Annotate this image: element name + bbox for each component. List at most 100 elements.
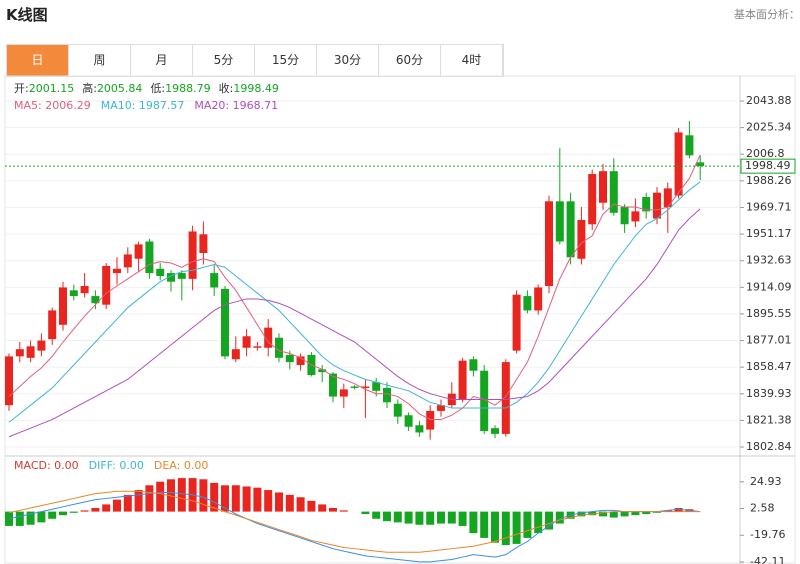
period-tab[interactable]: 30分: [317, 45, 379, 76]
legend-entry: MA5: 2006.29: [14, 99, 91, 112]
candle-body: [123, 254, 132, 268]
candle-body: [296, 356, 305, 365]
y-tick-label: -19.76: [750, 528, 785, 541]
candle-body: [393, 403, 402, 417]
candle-body: [329, 373, 337, 397]
candle-body: [674, 132, 683, 196]
macd-bar: [167, 479, 175, 512]
candle-body: [242, 336, 251, 348]
candle-body: [383, 387, 391, 403]
y-tick-label: 1802.84: [746, 440, 792, 453]
candle-body: [102, 265, 111, 305]
candle-body: [167, 273, 175, 282]
macd-bar: [296, 497, 305, 512]
period-tab[interactable]: 4时: [441, 45, 503, 76]
ohlc-label: 开:: [14, 82, 29, 95]
candle-body: [685, 135, 694, 156]
ohlc-info: 开:2001.15 高:2005.84 低:1988.79 收:1998.49: [14, 81, 279, 95]
candle-body: [545, 201, 553, 287]
legend-entry: MACD: 0.00: [14, 459, 79, 472]
macd-bar: [393, 511, 402, 523]
last-price-label: 1998.49: [745, 159, 791, 172]
candle-body: [458, 360, 467, 400]
candle-body: [653, 192, 661, 219]
candle-body: [37, 340, 46, 351]
fundamental-link[interactable]: 基本面分析：: [734, 8, 800, 21]
period-tab[interactable]: 周: [69, 45, 131, 76]
candle-body: [91, 296, 100, 304]
macd-bar: [534, 511, 543, 534]
candle-body: [480, 370, 489, 432]
candle-body: [415, 425, 424, 433]
macd-bar: [415, 511, 424, 525]
header: K线图 基本面分析：: [0, 0, 800, 30]
macd-bar: [285, 494, 294, 512]
candle-body: [69, 290, 78, 297]
macd-bar: [37, 511, 46, 523]
macd-bar: [177, 478, 186, 512]
ma-line: [8, 208, 701, 438]
period-tab[interactable]: 15分: [255, 45, 317, 76]
macd-bar: [469, 511, 478, 534]
y-tick-label: 1969.71: [746, 200, 792, 213]
period-tabs: 日周月 5分 15分 30分 60分 4时: [6, 44, 504, 77]
candle-body: [512, 294, 521, 351]
candle-body: [113, 268, 121, 274]
period-tab[interactable]: 日: [7, 45, 69, 76]
macd-bar: [329, 508, 337, 512]
candle-body: [156, 268, 165, 276]
y-tick-label: 1951.17: [746, 227, 792, 240]
ma-line: [8, 181, 701, 423]
macd-bar: [69, 511, 78, 513]
macd-bar: [264, 490, 273, 512]
macd-bar: [199, 479, 208, 512]
chart-frame: [4, 75, 796, 564]
candle-body: [609, 171, 618, 213]
period-tab[interactable]: 60分: [379, 45, 441, 76]
candle-body: [210, 273, 219, 288]
legend-entry: DEA: 0.00: [154, 459, 208, 472]
candle-body: [26, 346, 35, 358]
macd-bar: [221, 485, 229, 512]
candle-body: [48, 310, 57, 340]
candle-body: [404, 415, 413, 427]
legend-entry: MA20: 1968.71: [194, 99, 278, 112]
y-tick-label: 1895.55: [746, 307, 792, 320]
macd-bar: [447, 511, 456, 524]
y-tick-label: 1877.01: [746, 334, 792, 347]
candle-body: [523, 296, 532, 311]
macd-bar: [404, 511, 413, 524]
ohlc-value: 1998.49: [233, 82, 279, 95]
ma-line: [8, 154, 701, 421]
macd-bar: [437, 511, 445, 524]
y-tick-label: 24.93: [750, 475, 782, 488]
candle-body: [177, 273, 186, 279]
candle-body: [577, 219, 586, 259]
macd-bar: [577, 511, 586, 517]
candle-body: [555, 201, 564, 242]
macd-bar: [663, 510, 672, 512]
macd-bar: [59, 511, 67, 516]
candle-body: [188, 231, 197, 279]
macd-bar: [491, 511, 499, 543]
candle-body: [361, 386, 370, 388]
period-tab[interactable]: 5分: [193, 45, 255, 76]
candle-body: [275, 337, 283, 358]
macd-bar: [26, 511, 35, 525]
macd-bar: [91, 508, 100, 512]
candle-body: [599, 171, 607, 203]
macd-bar: [242, 486, 251, 512]
candle-body: [491, 428, 499, 434]
ohlc-label: 高:: [82, 81, 97, 95]
macd-bar: [275, 492, 283, 512]
macd-legend: MACD: 0.00 DIFF: 0.00 DEA: 0.00: [14, 459, 208, 472]
candle-body: [663, 188, 672, 208]
candle-body: [339, 389, 348, 397]
period-tab[interactable]: 月: [131, 45, 193, 76]
y-tick-label: 2025.34: [746, 121, 792, 134]
candle-body: [264, 327, 273, 348]
y-tick-label: 1914.09: [746, 280, 792, 293]
macd-bar: [123, 494, 132, 512]
candle-body: [588, 174, 597, 225]
